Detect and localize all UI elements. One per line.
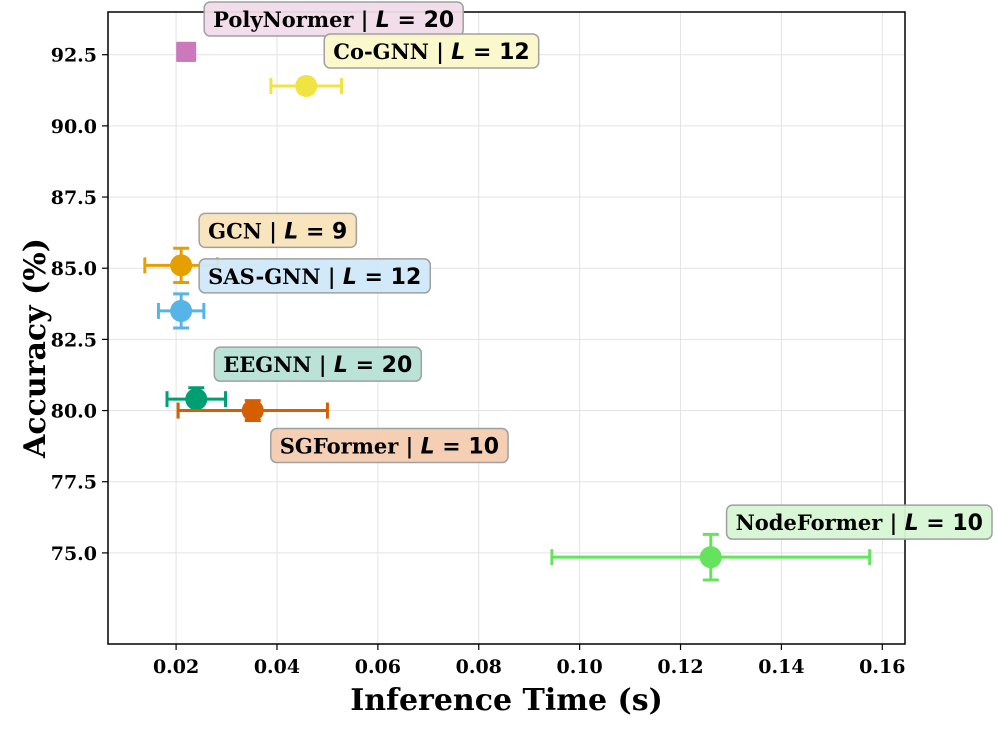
grid-lines	[108, 12, 905, 644]
annotation-co-gnn: Co-GNN | L = 12	[323, 33, 540, 69]
annotation-separator: |	[398, 434, 420, 459]
y-tick-label: 87.5	[51, 187, 97, 209]
annotation-gcn: GCN | L = 9	[198, 212, 358, 249]
annotation-L-symbol: L	[334, 353, 348, 378]
x-axis-ticks: 0.02 0.04 0.06 0.08 0.10 0.12 0.14 0.16	[153, 644, 905, 678]
annotation-box	[270, 427, 509, 464]
annotation-label: GCN | L = 9	[208, 218, 347, 244]
x-tick-label: 0.04	[254, 656, 300, 678]
annotation-box	[725, 504, 993, 540]
plot-frame	[107, 11, 906, 645]
y-tick-label: 90.0	[51, 116, 97, 138]
y-tick-label: 80.0	[51, 401, 97, 423]
annotation-separator: |	[312, 352, 334, 377]
annotation-equals: =	[465, 40, 499, 65]
y-tick-label: 77.5	[51, 472, 97, 494]
annotation-L-symbol: L	[905, 511, 919, 536]
data-marker	[185, 388, 208, 411]
annotation-model-name: SGFormer	[280, 434, 400, 459]
annotation-label: SAS-GNN | L = 12	[208, 264, 421, 290]
annotation-model-name: GCN	[208, 218, 262, 243]
annotation-model-name: EEGNN	[223, 352, 311, 377]
x-tick-label: 0.14	[758, 656, 804, 678]
point-annotations: PolyNormer | L = 20 Co-GNN | L = 12 GCN | …	[198, 1, 993, 540]
annotation-model-name: NodeFormer	[736, 510, 884, 535]
y-tick-label: 85.0	[51, 258, 97, 280]
annotation-model-name: PolyNormer	[213, 7, 354, 32]
annotation-equals: =	[435, 435, 469, 460]
annotation-nodeformer: NodeFormer | L = 10	[725, 504, 993, 540]
annotation-separator: |	[321, 264, 343, 289]
annotation-L-symbol: L	[343, 265, 357, 290]
x-tick-label: 0.06	[355, 656, 401, 678]
y-tick-label: 75.0	[51, 543, 97, 565]
point-sas-gnn	[156, 292, 206, 330]
annotation-eegnn: EEGNN | L = 20	[213, 346, 423, 382]
annotation-label: EEGNN | L = 20	[223, 352, 412, 378]
annotation-L-value: 9	[332, 219, 347, 244]
annotation-L-value: 20	[424, 8, 455, 33]
y-tick-label: 92.5	[51, 45, 97, 67]
annotation-box	[323, 33, 540, 69]
annotation-equals: =	[348, 353, 382, 378]
point-co-gnn	[269, 75, 344, 98]
annotation-L-value: 12	[391, 265, 422, 290]
data-marker	[176, 41, 197, 62]
annotation-box	[198, 258, 432, 294]
point-nodeformer	[550, 532, 872, 582]
annotation-equals: =	[390, 8, 424, 33]
annotation-sas-gnn: SAS-GNN | L = 12	[198, 258, 432, 294]
x-tick-label: 0.08	[456, 656, 502, 678]
annotation-separator: |	[882, 510, 904, 535]
annotation-L-value: 10	[468, 435, 499, 460]
x-tick-label: 0.12	[657, 656, 703, 678]
annotation-equals: =	[919, 511, 953, 536]
annotation-separator: |	[429, 39, 451, 64]
point-sgformer	[176, 399, 329, 423]
annotation-equals: =	[357, 265, 391, 290]
x-tick-label: 0.02	[153, 656, 199, 678]
y-tick-label: 82.5	[51, 329, 97, 351]
annotation-L-value: 20	[382, 353, 413, 378]
annotation-separator: |	[354, 7, 376, 32]
x-axis-title: Inference Time (s)	[350, 683, 663, 718]
annotation-label: Co-GNN | L = 12	[333, 39, 529, 65]
point-eegnn	[165, 386, 228, 413]
annotation-label: NodeFormer | L = 10	[736, 510, 983, 536]
annotation-box	[198, 212, 358, 249]
annotation-L-symbol: L	[284, 219, 298, 244]
y-axis-ticks: 75.0 77.5 80.0 82.5 85.0 87.5 90.0 92.5	[51, 45, 108, 565]
point-polynormer	[176, 41, 197, 62]
data-points	[143, 41, 872, 582]
annotation-label: PolyNormer | L = 20	[213, 7, 454, 33]
data-marker	[170, 254, 193, 277]
annotation-model-name: SAS-GNN	[208, 264, 320, 289]
annotation-L-value: 10	[952, 511, 983, 536]
x-tick-label: 0.10	[557, 656, 603, 678]
annotation-box	[213, 346, 423, 382]
data-marker	[699, 546, 722, 569]
annotation-label: SGFormer | L = 10	[280, 434, 499, 460]
annotation-L-symbol: L	[451, 40, 465, 65]
annotation-sgformer: SGFormer | L = 10	[270, 427, 509, 464]
data-marker	[170, 299, 193, 322]
data-marker	[241, 399, 264, 422]
annotation-separator: |	[262, 218, 284, 243]
annotation-model-name: Co-GNN	[333, 39, 429, 64]
annotation-equals: =	[298, 219, 332, 244]
y-axis-title: Accuracy (%)	[18, 238, 53, 459]
annotation-L-value: 12	[499, 40, 530, 65]
data-marker	[295, 75, 318, 98]
annotation-L-symbol: L	[421, 435, 435, 460]
annotation-L-symbol: L	[376, 8, 390, 33]
x-tick-label: 0.16	[859, 656, 905, 678]
annotation-polynormer: PolyNormer | L = 20	[203, 1, 464, 37]
